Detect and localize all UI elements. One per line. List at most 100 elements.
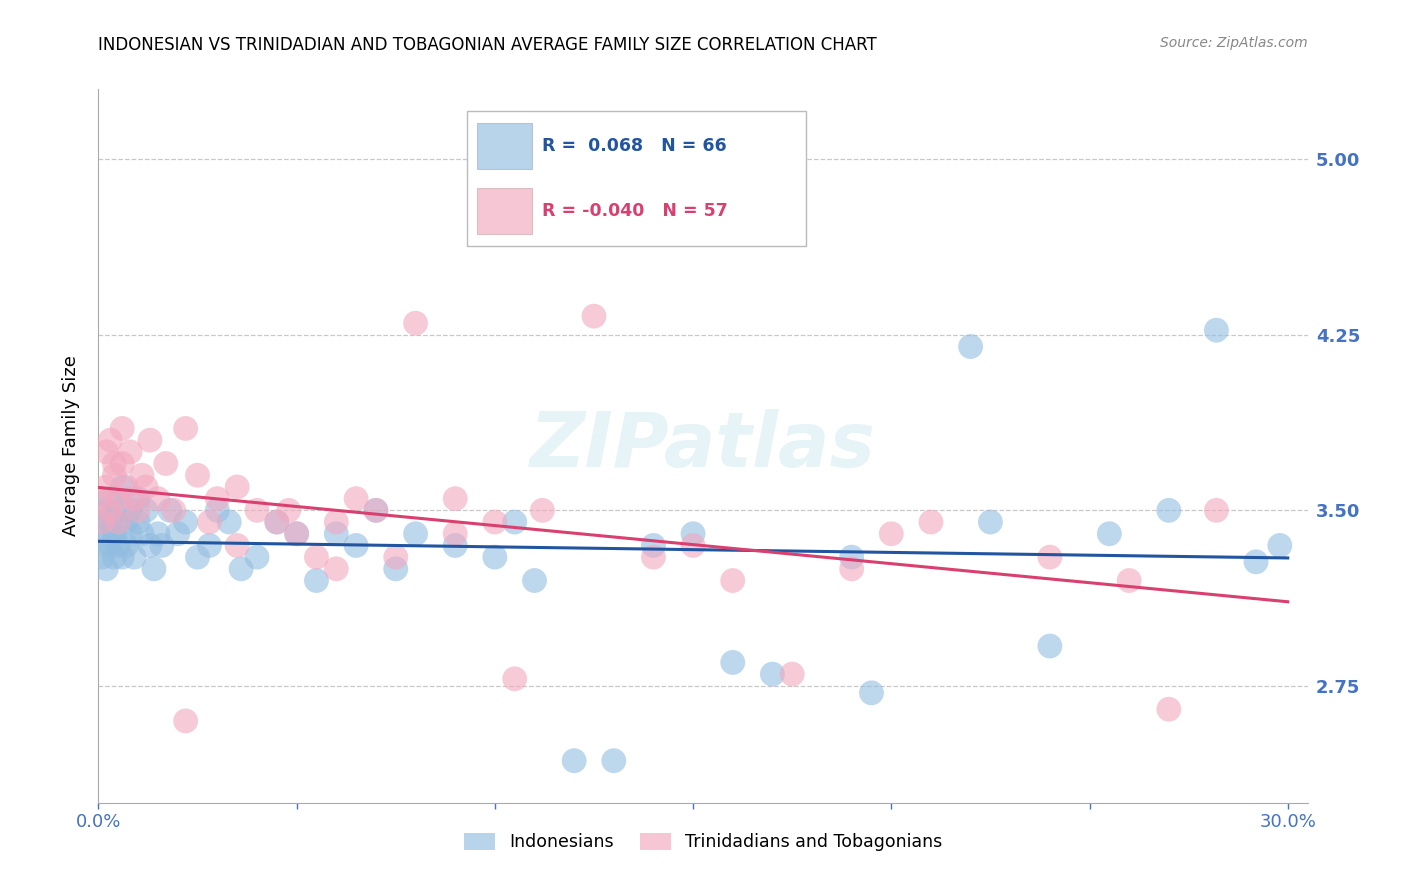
- Point: [98, 538, 121, 552]
- Point: [91, 515, 114, 529]
- Point: [174, 421, 197, 435]
- Point: [96, 480, 118, 494]
- Point: [207, 503, 229, 517]
- Point: [115, 480, 138, 494]
- Point: [174, 515, 197, 529]
- Point: [120, 445, 142, 459]
- Point: [1098, 526, 1121, 541]
- Point: [721, 574, 744, 588]
- Point: [91, 515, 114, 529]
- Point: [120, 526, 142, 541]
- Point: [531, 503, 554, 517]
- Point: [285, 526, 308, 541]
- Point: [979, 515, 1001, 529]
- Point: [643, 550, 665, 565]
- Point: [285, 526, 308, 541]
- Point: [1039, 639, 1062, 653]
- Point: [98, 491, 121, 506]
- Point: [503, 515, 526, 529]
- Point: [1268, 538, 1291, 552]
- Point: [120, 503, 142, 517]
- Point: [127, 503, 149, 517]
- Point: [1157, 702, 1180, 716]
- Point: [96, 445, 118, 459]
- Point: [860, 686, 883, 700]
- Point: [186, 468, 208, 483]
- Point: [1157, 503, 1180, 517]
- Point: [603, 754, 626, 768]
- Point: [405, 526, 427, 541]
- Point: [131, 526, 153, 541]
- Point: [266, 515, 288, 529]
- Point: [135, 480, 157, 494]
- Point: [231, 562, 253, 576]
- Y-axis label: Average Family Size: Average Family Size: [62, 356, 80, 536]
- Point: [91, 491, 114, 506]
- Point: [246, 503, 269, 517]
- Point: [111, 457, 134, 471]
- Point: [96, 562, 118, 576]
- Point: [91, 550, 114, 565]
- Point: [127, 515, 149, 529]
- Point: [1039, 550, 1062, 565]
- Point: [103, 468, 125, 483]
- Point: [103, 457, 125, 471]
- Point: [277, 503, 299, 517]
- Point: [115, 515, 138, 529]
- Point: [107, 503, 129, 517]
- Point: [444, 491, 467, 506]
- Point: [186, 550, 208, 565]
- Point: [405, 316, 427, 330]
- Point: [139, 538, 162, 552]
- Point: [111, 550, 134, 565]
- Point: [150, 538, 173, 552]
- Point: [384, 562, 406, 576]
- Point: [841, 562, 863, 576]
- Point: [142, 562, 165, 576]
- Point: [780, 667, 803, 681]
- Point: [103, 550, 125, 565]
- Point: [484, 550, 506, 565]
- Point: [207, 491, 229, 506]
- Point: [146, 491, 169, 506]
- Point: [444, 538, 467, 552]
- Point: [135, 503, 157, 517]
- Point: [325, 515, 347, 529]
- Point: [166, 526, 188, 541]
- Point: [146, 526, 169, 541]
- Point: [444, 526, 467, 541]
- Point: [107, 515, 129, 529]
- Point: [155, 457, 177, 471]
- Point: [96, 503, 118, 517]
- Point: [1244, 555, 1267, 569]
- Point: [111, 480, 134, 494]
- Point: [344, 538, 367, 552]
- Point: [305, 574, 328, 588]
- Point: [503, 672, 526, 686]
- Point: [364, 503, 387, 517]
- Point: [325, 562, 347, 576]
- Text: INDONESIAN VS TRINIDADIAN AND TOBAGONIAN AVERAGE FAMILY SIZE CORRELATION CHART: INDONESIAN VS TRINIDADIAN AND TOBAGONIAN…: [98, 36, 877, 54]
- Point: [131, 468, 153, 483]
- Point: [98, 515, 121, 529]
- Point: [344, 491, 367, 506]
- Point: [643, 538, 665, 552]
- Point: [174, 714, 197, 728]
- Point: [1205, 503, 1227, 517]
- Point: [761, 667, 783, 681]
- Point: [1205, 323, 1227, 337]
- Point: [226, 538, 249, 552]
- Point: [266, 515, 288, 529]
- Point: [127, 491, 149, 506]
- Point: [841, 550, 863, 565]
- Point: [159, 503, 181, 517]
- Point: [1118, 574, 1140, 588]
- Point: [325, 526, 347, 541]
- Point: [107, 538, 129, 552]
- Point: [582, 309, 605, 323]
- Point: [139, 433, 162, 447]
- Point: [218, 515, 240, 529]
- Legend: Indonesians, Trinidadians and Tobagonians: Indonesians, Trinidadians and Tobagonian…: [457, 826, 949, 858]
- Point: [122, 491, 145, 506]
- Text: ZIPatlas: ZIPatlas: [530, 409, 876, 483]
